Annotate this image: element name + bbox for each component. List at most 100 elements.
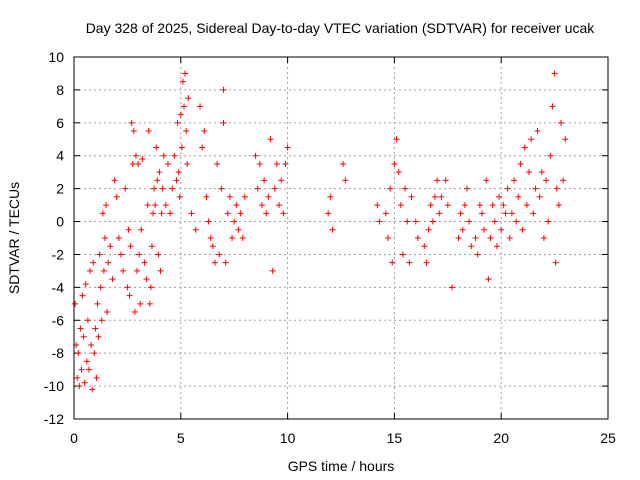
data-point [560,177,567,184]
data-point [493,243,500,250]
data-point [429,218,436,225]
y-tick-label: -8 [52,345,65,361]
data-point [517,160,524,167]
data-point [233,202,240,209]
data-point [83,358,90,365]
data-point [384,235,391,241]
data-point [105,259,112,266]
data-point [97,284,104,291]
data-point [160,152,167,159]
data-point [151,185,158,192]
data-point [265,193,272,200]
x-tick-label: 0 [70,430,78,446]
x-tick-label: 20 [493,430,509,446]
data-point [220,86,227,93]
y-tick-label: -2 [52,246,65,262]
data-point [525,169,532,176]
data-point [137,300,144,307]
data-point [176,193,183,200]
data-point [117,251,124,258]
y-tick-label: 6 [56,115,64,131]
y-tick-label: 10 [48,49,64,65]
x-tick-label: 5 [177,430,185,446]
y-tick-label: 2 [56,181,64,197]
data-point [506,235,513,241]
data-point [532,185,539,192]
data-point [184,160,191,167]
data-point [284,144,291,151]
data-point [325,210,332,217]
data-point [558,119,565,126]
data-point [91,350,98,357]
data-point [146,300,153,307]
data-point [536,193,543,200]
data-point [124,284,131,291]
data-point [138,226,145,233]
data-point [164,160,171,167]
data-point [152,202,159,209]
data-point [543,177,550,184]
data-point [79,292,86,299]
y-tick-label: -4 [52,279,65,295]
data-point [496,193,503,200]
data-point [474,251,481,258]
data-point [226,193,233,200]
data-point [555,202,562,209]
data-point [551,70,558,77]
data-point [455,235,462,241]
data-point [485,276,492,283]
data-point [466,218,473,225]
data-point [222,259,229,266]
data-point [141,259,148,266]
data-point [528,136,535,143]
data-point [159,185,166,192]
plot-frame [73,56,609,420]
data-point [500,202,507,209]
data-point [389,259,396,266]
data-point [237,210,244,217]
data-point [211,259,218,266]
data-point [100,267,107,274]
data-point [540,235,547,241]
data-point [197,103,204,110]
y-tick-label: 4 [56,148,64,164]
y-tick-label: -12 [44,411,64,427]
data-point [464,185,471,192]
data-point [72,300,79,307]
data-point [263,210,270,217]
data-point [201,128,208,135]
data-point [131,309,138,316]
data-point [254,185,261,192]
data-point [387,185,394,192]
data-point [128,119,135,126]
data-point [414,235,421,241]
data-point [109,276,116,283]
data-point [553,185,560,192]
data-point [101,235,108,241]
data-point [457,210,464,217]
data-point [143,276,150,283]
data-point [162,202,169,209]
data-point [76,383,83,390]
data-point [256,160,263,167]
data-point [84,317,91,324]
data-point [104,309,111,316]
data-point [98,317,105,324]
data-point [207,235,214,241]
data-point [436,210,443,217]
data-point [175,169,182,176]
data-point [157,267,164,274]
data-point [125,226,132,233]
data-point [519,226,526,233]
data-point [267,136,274,143]
data-point [271,185,278,192]
y-tick-label: 8 [56,82,64,98]
data-point [214,160,221,167]
data-point [120,267,127,274]
data-point [404,218,411,225]
data-point [89,386,96,393]
data-point [487,235,494,241]
data-point [491,218,498,225]
data-point [278,177,285,184]
data-point [342,177,349,184]
